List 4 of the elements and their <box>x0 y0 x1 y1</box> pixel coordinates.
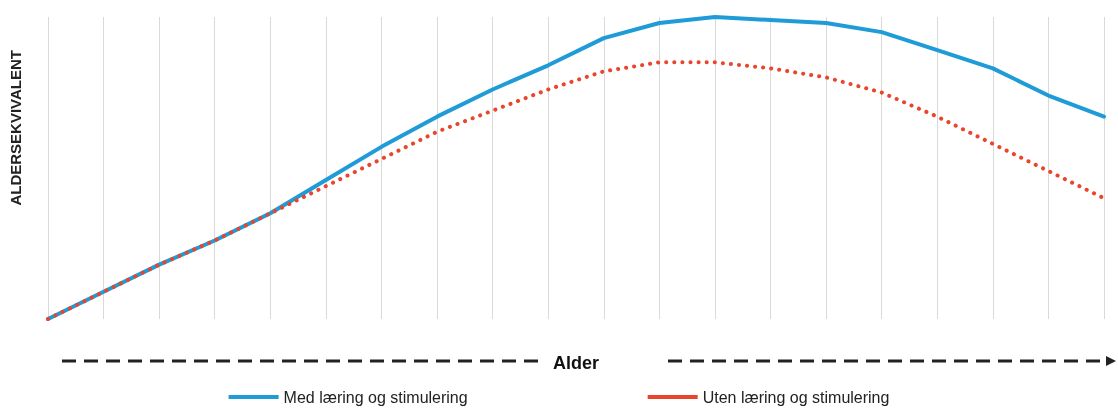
x-axis-title: Alder <box>552 353 600 373</box>
y-axis-title: ALDERSEKVIVALENT <box>7 49 24 206</box>
legend-label: Uten læring og stimulering <box>702 388 890 406</box>
legend-label: Med læring og stimulering <box>283 388 468 406</box>
